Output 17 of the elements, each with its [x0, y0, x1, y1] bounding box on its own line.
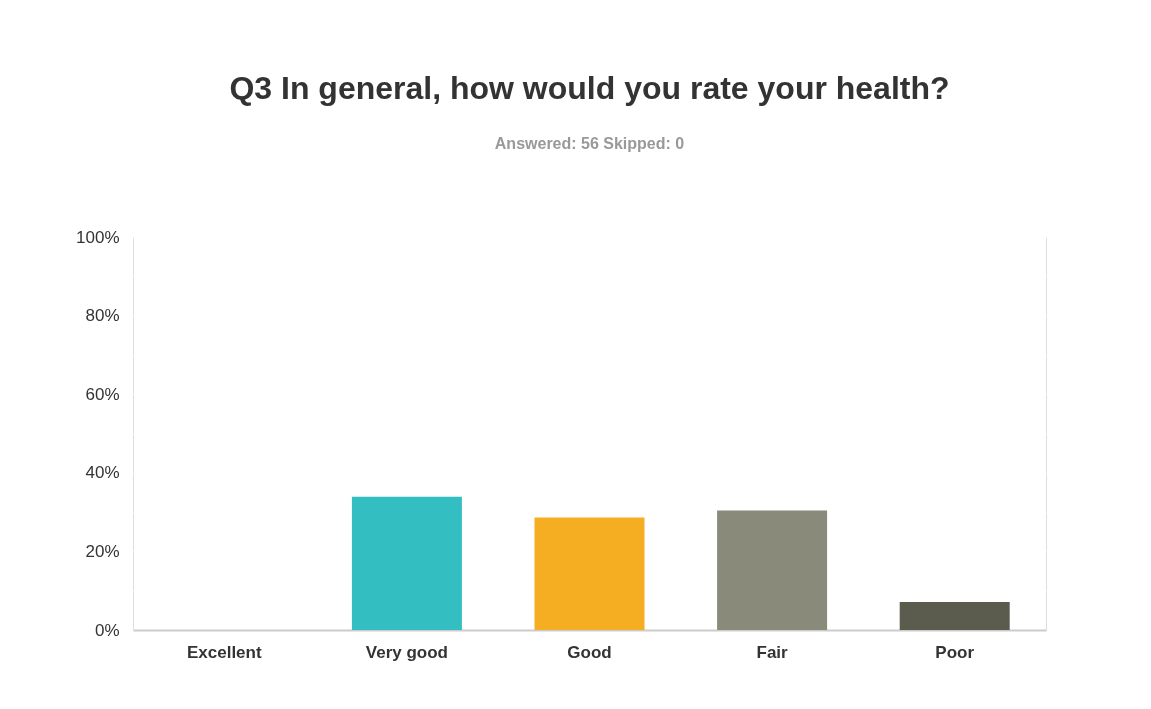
bar: [717, 510, 828, 630]
x-tick-label: Very good: [365, 642, 448, 662]
y-tick-label: 0%: [94, 620, 120, 640]
x-tick-label: Good: [567, 642, 612, 662]
y-tick-label: 100%: [76, 227, 120, 247]
chart-subtitle: Answered: 56 Skipped: 0: [494, 135, 685, 152]
x-tick-label: Fair: [756, 642, 789, 662]
y-tick-label: 40%: [85, 463, 120, 483]
x-tick-label: Poor: [935, 642, 975, 662]
x-tick-label: Excellent: [186, 642, 262, 662]
y-tick-label: 80%: [85, 306, 120, 326]
y-tick-label: 60%: [85, 384, 120, 404]
y-tick-label: 20%: [85, 541, 120, 561]
chart-title: Q3 In general, how would you rate your health?: [229, 70, 950, 106]
bar: [351, 496, 462, 630]
bar: [534, 517, 645, 630]
bar: [899, 602, 1010, 630]
